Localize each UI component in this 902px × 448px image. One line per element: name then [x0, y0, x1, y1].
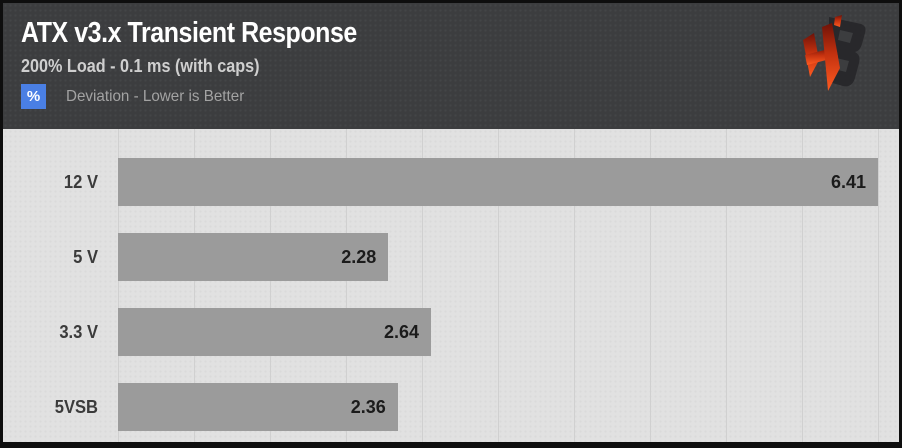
bar-track: 2.28: [118, 233, 878, 281]
bar: 2.28: [118, 233, 389, 281]
value-label: 2.36: [350, 396, 386, 417]
legend-note: Deviation - Lower is Better: [66, 88, 245, 105]
legend-row: % Deviation - Lower is Better: [21, 84, 899, 109]
bar-track: 2.36: [118, 383, 878, 431]
chart-row: 5VSB 2.36: [3, 383, 899, 431]
bar: 2.36: [118, 383, 398, 431]
category-label: 12 V: [63, 171, 98, 192]
bar-track: 6.41: [118, 158, 878, 206]
chart-rows: 12 V 6.41 5 V 2.28 3.3 V 2.64 5VSB 2.36: [3, 129, 899, 431]
category-label: 5 V: [73, 246, 98, 267]
value-label: 2.28: [341, 246, 377, 267]
chart-row: 3.3 V 2.64: [3, 308, 899, 356]
chart-subtitle: 200% Load - 0.1 ms (with caps): [21, 56, 260, 76]
bar: 2.64: [118, 308, 431, 356]
category-label: 5VSB: [54, 396, 98, 417]
hardware-busters-logo: [803, 15, 866, 91]
bar: 6.41: [118, 158, 878, 206]
value-label: 6.41: [830, 171, 866, 192]
chart-row: 12 V 6.41: [3, 158, 899, 206]
chart-row: 5 V 2.28: [3, 233, 899, 281]
plot-area: 12 V 6.41 5 V 2.28 3.3 V 2.64 5VSB 2.36: [3, 129, 899, 442]
value-label: 2.64: [383, 321, 419, 342]
bar-track: 2.64: [118, 308, 878, 356]
percent-badge: %: [21, 84, 46, 109]
page-title: ATX v3.x Transient Response: [21, 17, 357, 49]
chart-header: ATX v3.x Transient Response 200% Load - …: [3, 3, 899, 129]
category-label: 3.3 V: [59, 321, 98, 342]
